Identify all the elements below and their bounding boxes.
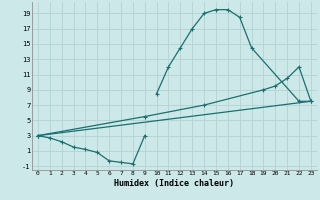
X-axis label: Humidex (Indice chaleur): Humidex (Indice chaleur)	[115, 179, 234, 188]
